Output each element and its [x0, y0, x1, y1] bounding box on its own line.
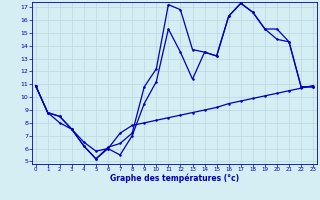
X-axis label: Graphe des températures (°c): Graphe des températures (°c) [110, 174, 239, 183]
